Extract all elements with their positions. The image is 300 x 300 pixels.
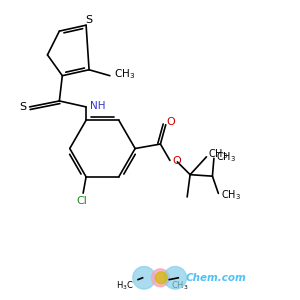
Text: NH: NH bbox=[90, 101, 105, 111]
Text: CH$_3$: CH$_3$ bbox=[208, 148, 228, 161]
Text: CH$_3$: CH$_3$ bbox=[221, 188, 241, 202]
Circle shape bbox=[133, 266, 155, 289]
Text: CH$_3$: CH$_3$ bbox=[171, 280, 188, 292]
Text: S: S bbox=[85, 15, 93, 25]
Text: S: S bbox=[20, 102, 27, 112]
Circle shape bbox=[152, 269, 169, 287]
Text: CH$_3$: CH$_3$ bbox=[216, 150, 236, 164]
Text: O: O bbox=[167, 117, 176, 128]
Text: O: O bbox=[172, 156, 181, 166]
Text: H$_3$C: H$_3$C bbox=[116, 280, 134, 292]
Circle shape bbox=[164, 266, 187, 289]
Circle shape bbox=[155, 272, 167, 284]
Text: CH$_3$: CH$_3$ bbox=[113, 67, 135, 81]
Text: Chem.com: Chem.com bbox=[186, 273, 246, 284]
Text: Cl: Cl bbox=[76, 196, 87, 206]
